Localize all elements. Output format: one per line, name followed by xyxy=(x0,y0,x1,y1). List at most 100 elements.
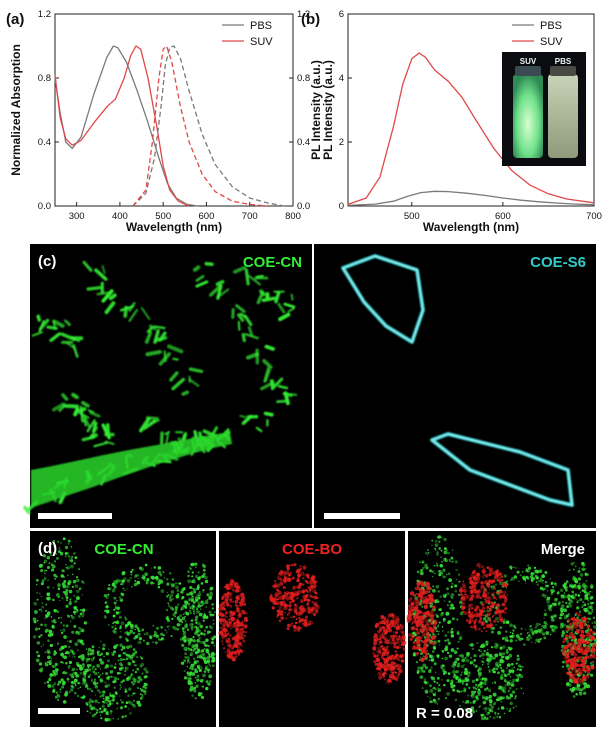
green-speck xyxy=(437,625,439,627)
green-speck xyxy=(171,583,175,587)
green-speck xyxy=(91,679,92,680)
green-speck xyxy=(427,696,428,697)
green-speck xyxy=(509,566,512,569)
red-speck xyxy=(382,655,384,657)
green-speck xyxy=(551,618,555,622)
green-speck xyxy=(432,693,434,695)
red-speck xyxy=(306,589,308,591)
green-speck xyxy=(536,581,538,583)
green-speck xyxy=(124,652,125,653)
green-speck xyxy=(65,595,68,598)
green-speck xyxy=(142,673,144,675)
green-speck xyxy=(162,571,164,573)
green-speck xyxy=(213,645,215,647)
red-speck xyxy=(571,627,573,629)
green-speck xyxy=(60,552,64,556)
green-speck xyxy=(48,562,50,564)
mitochondrion-mark xyxy=(190,369,201,371)
red-speck xyxy=(476,572,480,576)
green-speck xyxy=(189,643,191,645)
green-speck xyxy=(71,651,73,653)
green-speck xyxy=(532,573,533,574)
green-speck xyxy=(557,591,559,593)
green-speck xyxy=(561,634,564,637)
green-speck xyxy=(42,602,44,604)
green-speck xyxy=(106,652,109,655)
red-speck xyxy=(392,617,394,619)
red-speck xyxy=(395,616,399,620)
green-speck xyxy=(582,601,584,603)
green-speck xyxy=(137,628,139,630)
green-speck xyxy=(455,670,458,673)
red-speck xyxy=(316,593,318,595)
red-speck xyxy=(232,589,235,592)
red-speck xyxy=(298,614,300,616)
green-speck xyxy=(194,631,198,635)
green-speck xyxy=(476,642,478,644)
red-speck xyxy=(277,576,281,580)
green-speck xyxy=(446,574,448,576)
green-speck xyxy=(69,582,71,584)
green-speck xyxy=(193,579,196,582)
green-speck xyxy=(47,579,49,581)
green-speck xyxy=(99,647,100,648)
green-speck xyxy=(459,636,463,640)
red-speck xyxy=(386,618,389,621)
green-speck xyxy=(47,586,50,589)
mitochondrion-mark xyxy=(266,347,273,349)
green-speck xyxy=(506,587,507,588)
red-speck xyxy=(462,602,466,606)
series-line-pbs xyxy=(348,191,594,205)
green-speck xyxy=(36,584,37,585)
green-speck xyxy=(429,659,431,661)
green-speck xyxy=(131,673,133,675)
green-speck xyxy=(517,668,519,670)
green-speck xyxy=(49,662,52,665)
green-speck xyxy=(436,554,438,556)
green-speck xyxy=(429,689,433,693)
green-speck xyxy=(486,652,490,656)
green-speck xyxy=(71,556,73,558)
green-speck xyxy=(549,605,552,608)
green-speck xyxy=(112,694,115,697)
green-speck xyxy=(65,555,67,557)
red-speck xyxy=(481,630,483,632)
red-speck xyxy=(221,601,225,605)
green-speck xyxy=(71,631,74,634)
green-speck xyxy=(544,587,546,589)
green-speck xyxy=(143,640,145,642)
red-speck xyxy=(417,584,420,587)
green-speck xyxy=(580,592,581,593)
green-speck xyxy=(96,664,100,668)
green-speck xyxy=(114,687,116,689)
green-speck xyxy=(199,591,201,593)
red-speck xyxy=(430,614,434,618)
green-speck xyxy=(120,631,122,633)
green-speck xyxy=(462,701,464,703)
green-speck xyxy=(428,670,431,673)
green-speck xyxy=(78,664,82,668)
green-speck xyxy=(61,686,64,689)
green-speck xyxy=(455,590,458,593)
green-speck xyxy=(82,680,86,684)
green-speck xyxy=(188,599,190,601)
red-speck xyxy=(478,628,481,631)
green-speck xyxy=(448,620,452,624)
red-speck xyxy=(421,636,423,638)
green-speck xyxy=(137,676,141,680)
green-speck xyxy=(152,625,154,627)
red-speck xyxy=(383,676,385,678)
green-speck xyxy=(432,576,433,577)
mitochondrion-mark xyxy=(195,267,198,269)
green-speck xyxy=(486,643,489,646)
red-speck xyxy=(273,597,275,599)
green-speck xyxy=(492,682,493,683)
green-speck xyxy=(443,538,446,541)
green-speck xyxy=(571,590,574,593)
red-speck xyxy=(496,573,498,575)
green-speck xyxy=(483,697,485,699)
green-speck xyxy=(176,589,179,592)
green-speck xyxy=(552,625,554,627)
green-speck xyxy=(578,570,581,573)
red-speck xyxy=(303,608,306,611)
